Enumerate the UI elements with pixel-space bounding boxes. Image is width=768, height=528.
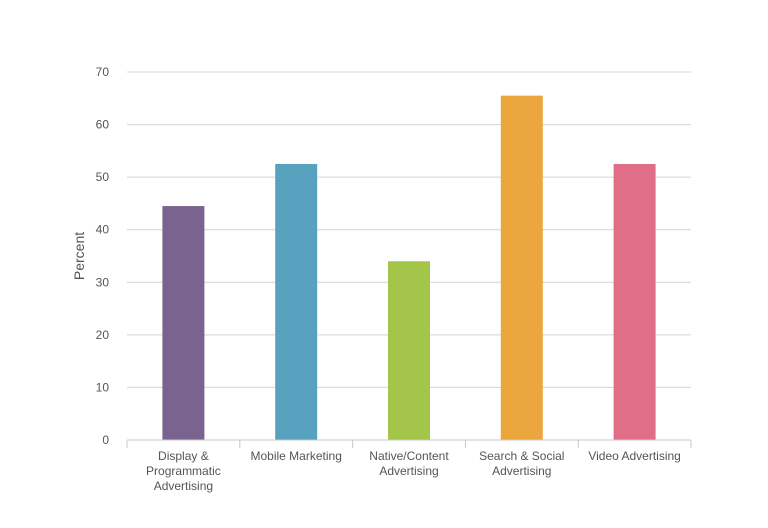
x-category-label-line: Programmatic [146,464,221,478]
y-tick-label: 20 [96,328,110,342]
y-tick-label: 0 [102,433,109,447]
x-category-label: Display & Programmatic Advertising [146,449,221,493]
bar [162,206,205,440]
bar [275,164,318,440]
x-category-label-line: Video Advertising [588,449,681,463]
x-category-label: Mobile Marketing [251,449,342,463]
x-category-label-line: Advertising [154,479,213,493]
x-category-label-line: Advertising [492,464,551,478]
x-category-label: Video Advertising [588,449,681,463]
x-category-label-line: Native/Content [369,449,449,463]
y-tick-labels: 0 10 20 30 40 50 60 70 [96,65,110,447]
x-category-label-line: Mobile Marketing [251,449,342,463]
bars [162,95,656,441]
x-category-label-line: Display & [158,449,209,463]
x-category-label-line: Search & Social [479,449,564,463]
y-tick-label: 60 [96,118,110,132]
x-category-label: Native/Content Advertising [369,449,449,478]
y-tick-label: 40 [96,223,110,237]
bar [500,95,543,441]
bar [613,164,656,440]
axes [126,439,692,448]
bar [388,261,430,440]
y-tick-label: 30 [96,275,110,289]
y-axis-title: Percent [71,232,87,280]
y-tick-label: 10 [96,380,110,394]
y-tick-label: 70 [96,65,110,79]
x-category-label: Search & Social Advertising [479,449,564,478]
y-tick-label: 50 [96,170,110,184]
x-category-label-line: Advertising [379,464,438,478]
